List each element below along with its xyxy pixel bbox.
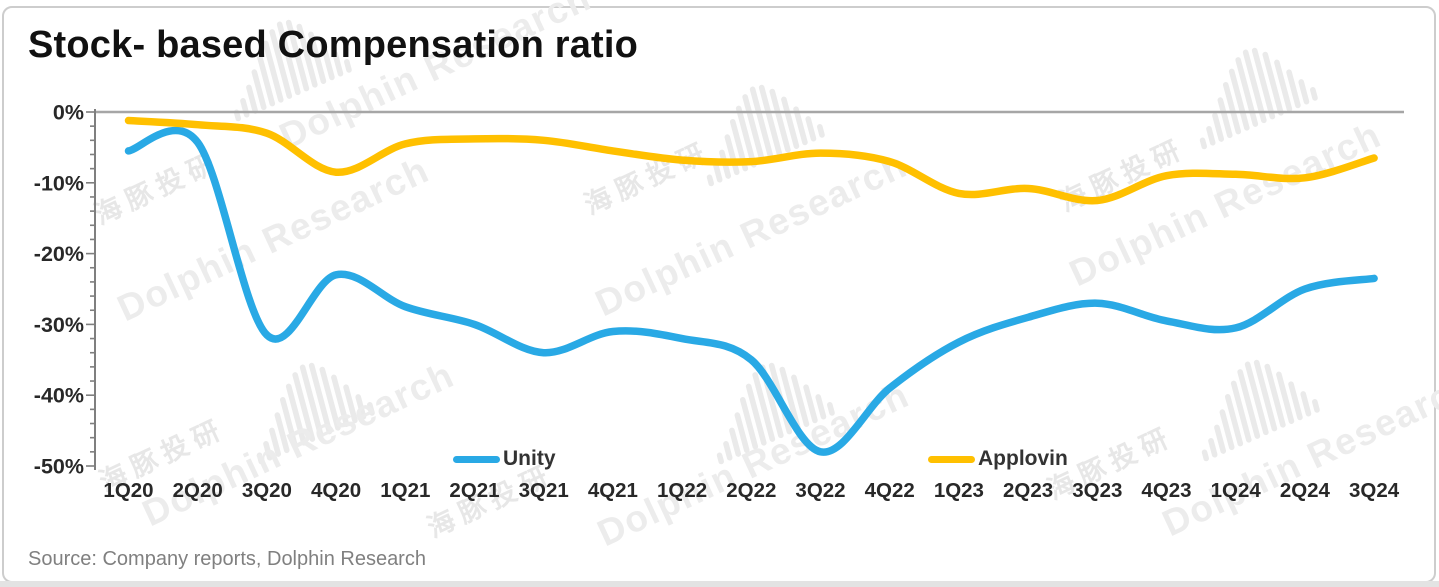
y-tick-label: -10% bbox=[34, 171, 84, 195]
page-title: Stock- based Compensation ratio bbox=[28, 24, 639, 66]
y-tick-label: 0% bbox=[53, 101, 84, 125]
x-tick-label: 3Q20 bbox=[242, 479, 292, 502]
bottom-strip bbox=[0, 581, 1439, 587]
x-tick-label: 2Q21 bbox=[449, 479, 499, 502]
y-tick-label: -30% bbox=[34, 313, 84, 337]
x-tick-label: 1Q24 bbox=[1211, 479, 1262, 502]
x-tick-label: 2Q24 bbox=[1280, 479, 1331, 502]
x-tick-label: 4Q23 bbox=[1141, 479, 1191, 502]
x-tick-label: 4Q22 bbox=[865, 479, 915, 502]
x-tick-label: 1Q20 bbox=[103, 479, 153, 502]
x-tick-label: 1Q23 bbox=[934, 479, 984, 502]
x-tick-label: 2Q22 bbox=[726, 479, 776, 502]
x-tick-label: 3Q21 bbox=[519, 479, 569, 502]
x-tick-label: 1Q22 bbox=[657, 479, 707, 502]
x-tick-label: 3Q24 bbox=[1349, 479, 1400, 502]
source-caption: Source: Company reports, Dolphin Researc… bbox=[28, 548, 426, 570]
x-tick-label: 4Q20 bbox=[311, 479, 361, 502]
y-axis bbox=[86, 109, 96, 470]
y-tick-label: -50% bbox=[34, 455, 84, 479]
x-tick-label: 3Q23 bbox=[1072, 479, 1122, 502]
x-tick-label: 2Q23 bbox=[1003, 479, 1053, 502]
y-tick-label: -40% bbox=[34, 384, 84, 408]
unity-line bbox=[124, 126, 1378, 456]
x-tick-label: 2Q20 bbox=[173, 479, 223, 502]
y-tick-label: -20% bbox=[34, 242, 84, 266]
x-tick-label: 3Q22 bbox=[795, 479, 845, 502]
applovin-line bbox=[124, 116, 1378, 205]
x-tick-label: 4Q21 bbox=[588, 479, 638, 502]
x-tick-label: 1Q21 bbox=[380, 479, 430, 502]
